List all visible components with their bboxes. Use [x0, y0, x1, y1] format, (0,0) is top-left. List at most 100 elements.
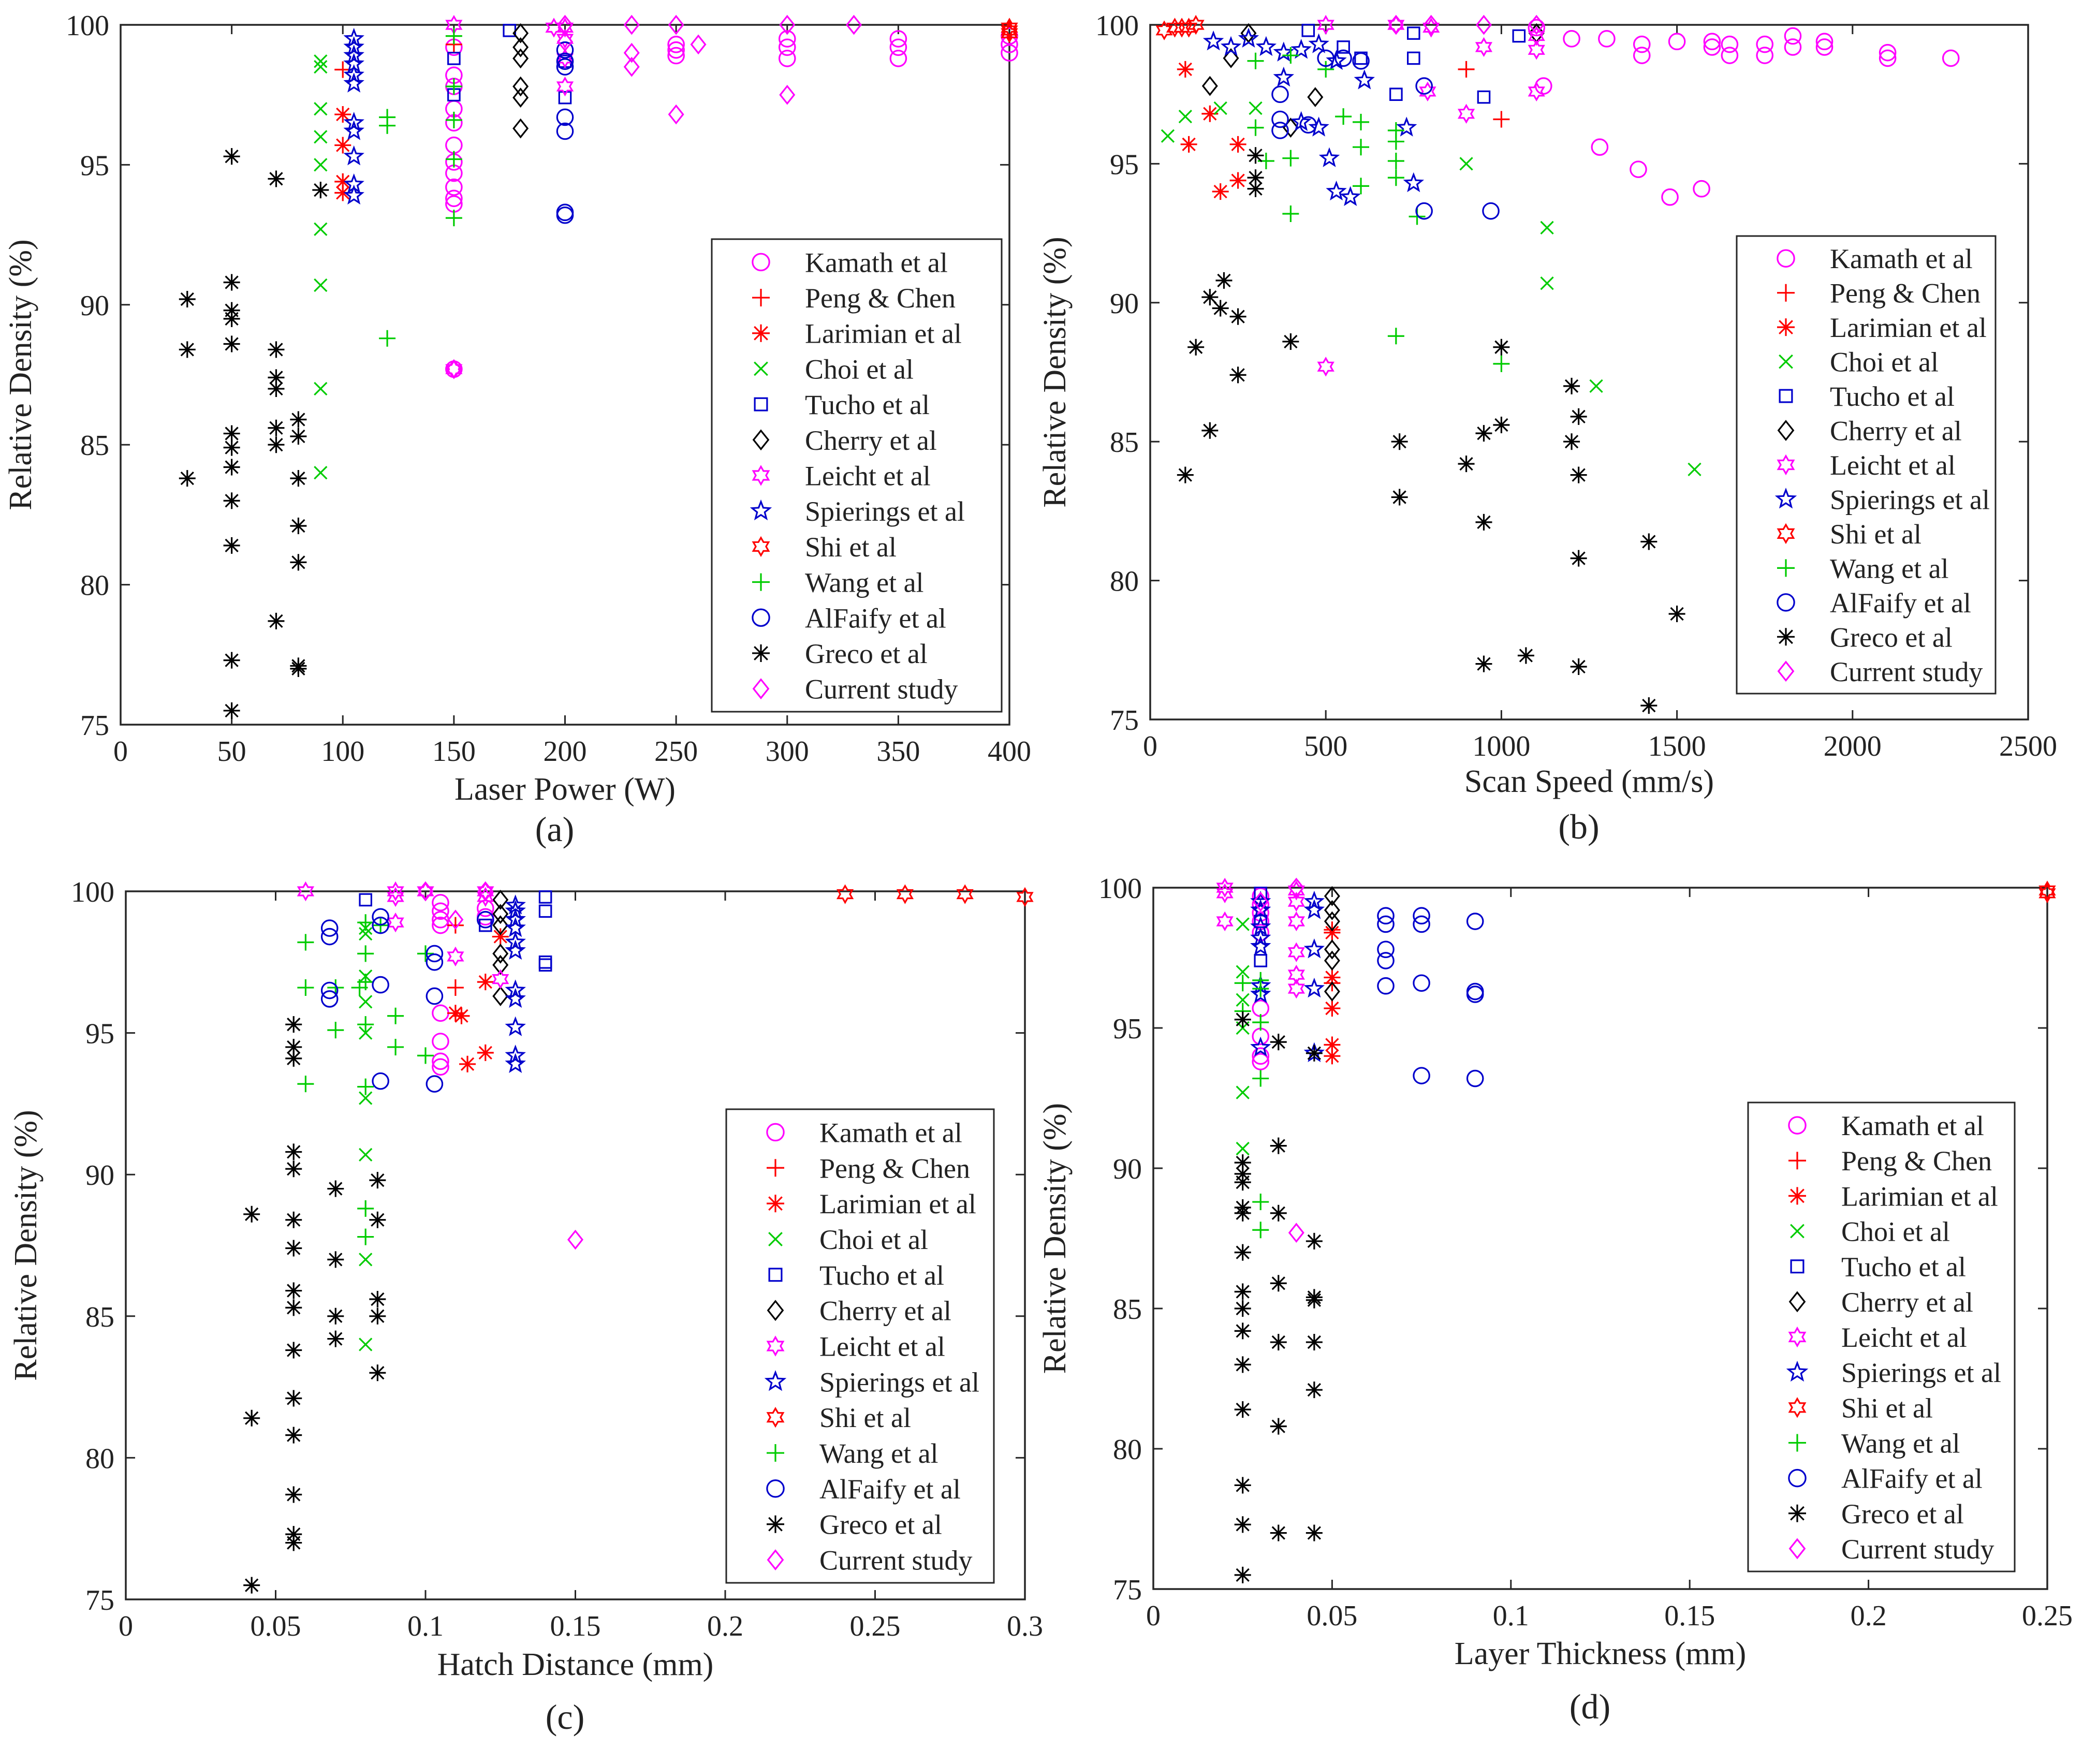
data-point [1212, 183, 1229, 200]
data-point [1377, 907, 1395, 924]
series-current-study [1388, 14, 1545, 35]
data-point [426, 1075, 444, 1093]
series-leicht-et-al [1317, 14, 1545, 377]
x-tick-label: 0 [119, 1610, 133, 1642]
data-point [1234, 1154, 1251, 1171]
data-point [369, 1364, 386, 1381]
data-point [445, 111, 462, 128]
data-point [1216, 877, 1234, 898]
legend-entry: Kamath et al [1777, 243, 1973, 274]
data-point [1220, 36, 1242, 56]
legend-label: Peng & Chen [1830, 278, 1981, 309]
data-point [179, 470, 196, 487]
data-point [1229, 366, 1246, 384]
legend-entry: Choi et al [1779, 347, 1939, 378]
legend-label: Larimian et al [805, 318, 962, 349]
series-greco-et-al [243, 1016, 386, 1594]
data-point [1512, 29, 1526, 43]
data-point [285, 1143, 302, 1160]
data-point [1234, 1566, 1251, 1583]
legend-label: AlFaify et al [1841, 1463, 1983, 1494]
data-point [343, 184, 364, 205]
legend-entry: Cherry et al [752, 425, 937, 456]
data-point [359, 1091, 373, 1105]
data-point [445, 151, 462, 168]
legend-entry: Shi et al [1777, 519, 1921, 550]
data-point [1466, 1069, 1484, 1087]
data-point [1303, 977, 1325, 998]
legend-entry: Spierings et al [1786, 1357, 2001, 1388]
legend-entry: Wang et al [767, 1438, 938, 1469]
data-point [477, 887, 494, 907]
data-point [505, 900, 526, 920]
data-point [505, 979, 526, 999]
data-point [297, 881, 315, 902]
series-leicht-et-al [1216, 877, 1305, 999]
data-point [359, 1026, 373, 1040]
data-point [1161, 129, 1175, 143]
data-point [1493, 355, 1510, 372]
x-tick-label: 0.2 [1851, 1600, 1887, 1632]
data-point [1234, 1477, 1251, 1494]
data-point [1305, 1291, 1323, 1309]
data-point [1413, 1067, 1430, 1084]
data-point [357, 1016, 374, 1033]
data-point [445, 189, 463, 208]
data-point [1387, 133, 1404, 150]
legend-label: Shi et al [1830, 519, 1921, 550]
series-shi-et-al [2038, 880, 2056, 903]
legend: Kamath et al Peng & Chen Larimian et al Cho… [1747, 1101, 2016, 1572]
data-point [372, 916, 389, 934]
data-point [243, 1577, 260, 1594]
data-point [556, 41, 574, 59]
data-point [505, 1045, 526, 1065]
series-peng-chen [1458, 61, 1510, 128]
data-point [1234, 1516, 1251, 1533]
data-point [297, 934, 314, 951]
data-point [1308, 33, 1329, 53]
data-point [1282, 205, 1299, 223]
data-point [1337, 40, 1350, 54]
data-point [623, 14, 640, 35]
data-point [1270, 1275, 1287, 1292]
data-point [1180, 136, 1197, 153]
x-tick-label: 500 [1304, 730, 1347, 762]
data-point [1407, 51, 1420, 65]
data-point [1287, 891, 1305, 912]
data-point [297, 1076, 314, 1093]
data-point [285, 1282, 302, 1299]
x-tick-label: 0.15 [1664, 1600, 1715, 1632]
x-tick-label: 2500 [1999, 730, 2057, 762]
data-point [1271, 110, 1289, 128]
data-point [1563, 30, 1580, 48]
y-tick-label: 80 [85, 1443, 114, 1475]
legend-label: AlFaify et al [805, 602, 946, 634]
data-point [556, 58, 574, 76]
data-point [1466, 986, 1484, 1003]
data-point [1528, 19, 1546, 37]
data-point [285, 1211, 302, 1228]
data-point [1201, 105, 1219, 122]
data-point [538, 904, 552, 918]
data-point [1409, 208, 1426, 225]
data-point [1001, 27, 1018, 45]
legend-entry: Current study [1788, 1534, 1994, 1565]
y-tick-label: 100 [71, 876, 114, 908]
data-point [285, 1427, 302, 1444]
data-point [1247, 169, 1264, 186]
data-point [567, 1229, 583, 1250]
legend-label: Peng & Chen [1841, 1145, 1992, 1177]
legend-marker [750, 499, 772, 521]
data-point [387, 1007, 404, 1024]
legend-label: Choi et al [819, 1224, 928, 1255]
data-point [505, 939, 526, 960]
data-point [1287, 964, 1305, 985]
data-point [1570, 658, 1587, 675]
y-tick-label: 75 [85, 1584, 114, 1616]
series-leicht-et-al [297, 881, 509, 989]
data-point [327, 1180, 344, 1197]
data-point [667, 47, 685, 65]
legend-entry: Current study [767, 1545, 972, 1576]
data-point [1703, 33, 1721, 51]
legend-marker [1786, 1360, 1809, 1382]
